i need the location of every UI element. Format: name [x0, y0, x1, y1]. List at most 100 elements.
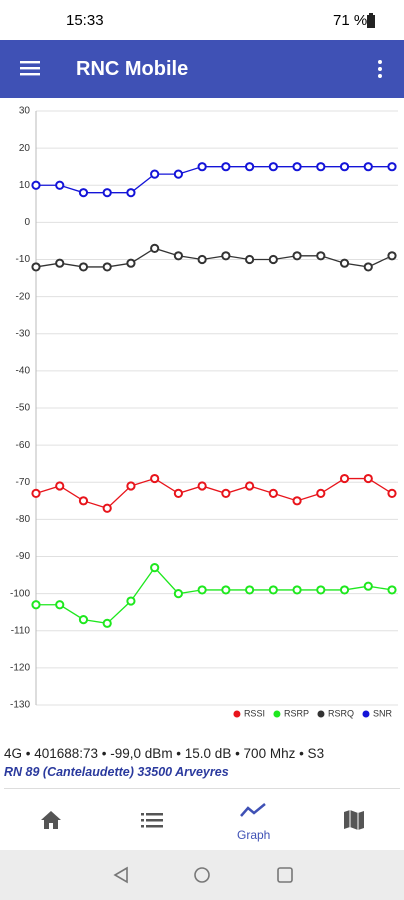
- legend-label: SNR: [373, 708, 393, 718]
- data-point: [316, 488, 326, 498]
- data-point: [78, 188, 89, 198]
- data-point: [102, 618, 112, 628]
- y-tick-label: -70: [16, 477, 31, 488]
- data-point: [197, 162, 207, 172]
- data-point: [102, 188, 112, 198]
- location: RN 89 (Cantelaudette) 33500 Arveyres: [4, 765, 229, 779]
- data-point: [150, 563, 160, 573]
- data-point: [316, 585, 326, 595]
- data-point: [31, 262, 41, 272]
- legend-label: RSRQ: [328, 708, 354, 718]
- data-point: [78, 262, 89, 272]
- data-point: [339, 162, 350, 172]
- data-point: [268, 254, 278, 265]
- y-tick-label: 0: [24, 217, 30, 228]
- data-point: [173, 169, 183, 179]
- back-button[interactable]: [112, 866, 130, 884]
- bottom-nav: Graph: [0, 792, 404, 850]
- legend-label: RSSI: [244, 708, 265, 718]
- chart: 30 20 10 0 -10 -20 -30 -40 -50 -60 -70 -80 -90 -100 -1…: [10, 106, 398, 718]
- legend-swatch: [362, 710, 370, 718]
- data-point: [55, 258, 65, 268]
- data-point: [339, 258, 350, 268]
- map-tab[interactable]: [343, 809, 365, 831]
- data-point: [292, 585, 302, 595]
- data-point: [31, 488, 41, 498]
- data-point: [173, 251, 183, 261]
- legend-swatch: [233, 710, 241, 718]
- data-point: [268, 162, 278, 172]
- y-tick-label: -40: [16, 366, 31, 377]
- data-point: [363, 581, 373, 591]
- y-tick-label: 30: [19, 106, 31, 117]
- data-point: [126, 188, 136, 198]
- data-point: [197, 481, 207, 491]
- data-point: [55, 481, 65, 491]
- data-point: [245, 254, 255, 265]
- y-tick-label: 10: [19, 180, 31, 191]
- y-tick-label: -100: [10, 588, 30, 599]
- data-point: [387, 251, 397, 261]
- y-tick-label: -80: [16, 514, 31, 525]
- legend-swatch: [273, 710, 281, 718]
- data-point: [197, 585, 207, 595]
- data-point: [363, 162, 373, 172]
- graph-tab-icon[interactable]: [240, 802, 266, 818]
- y-tick-label: -20: [16, 291, 31, 302]
- data-point: [316, 162, 326, 172]
- y-tick-label: -50: [16, 403, 31, 414]
- y-tick-label: -90: [16, 551, 31, 562]
- y-tick-label: -130: [10, 700, 30, 711]
- data-point: [245, 162, 255, 172]
- data-point: [316, 251, 326, 261]
- data-point: [173, 589, 183, 599]
- data-point: [292, 251, 302, 261]
- data-point: [221, 251, 231, 261]
- data-point: [387, 162, 397, 172]
- data-point: [221, 585, 231, 595]
- data-point: [339, 473, 350, 484]
- series-line: [36, 566, 393, 625]
- data-point: [150, 243, 160, 253]
- data-point: [363, 262, 373, 272]
- data-point: [126, 258, 136, 268]
- overflow-menu[interactable]: [376, 59, 384, 79]
- data-point: [55, 180, 65, 190]
- list-tab[interactable]: [141, 812, 163, 828]
- graph-tab-label[interactable]: Graph: [237, 828, 271, 842]
- data-point: [221, 488, 231, 498]
- y-tick-label: -30: [16, 328, 31, 339]
- data-point: [339, 585, 350, 595]
- data-point: [387, 585, 397, 595]
- battery-level: 71 %: [333, 12, 368, 29]
- y-tick-label: -110: [11, 625, 31, 636]
- data-point: [78, 615, 89, 625]
- data-point: [268, 585, 278, 595]
- clock: 15:33: [66, 12, 104, 29]
- data-point: [245, 481, 255, 491]
- data-point: [150, 473, 160, 484]
- data-point: [150, 169, 160, 179]
- recents-button[interactable]: [276, 866, 294, 884]
- home-button[interactable]: [193, 866, 211, 884]
- data-point: [102, 262, 112, 272]
- info-panel: 4G • 401688:73 • -99,0 dBm • 15.0 dB • 7…: [4, 742, 400, 789]
- y-tick-label: -10: [16, 254, 31, 265]
- series-line: [36, 166, 392, 194]
- data-point: [363, 473, 373, 484]
- y-tick-label: -120: [10, 663, 30, 674]
- data-point: [126, 481, 136, 491]
- data-point: [387, 488, 397, 498]
- data-point: [126, 596, 136, 606]
- system-nav: [0, 850, 404, 900]
- legend-swatch: [317, 710, 325, 718]
- data-point: [221, 162, 231, 172]
- home-tab[interactable]: [40, 810, 62, 830]
- y-tick-label: 20: [19, 143, 31, 154]
- battery-icon: [367, 13, 375, 28]
- data-point: [102, 503, 112, 513]
- data-point: [173, 488, 183, 498]
- data-point: [31, 600, 41, 610]
- menu-button[interactable]: [20, 60, 40, 76]
